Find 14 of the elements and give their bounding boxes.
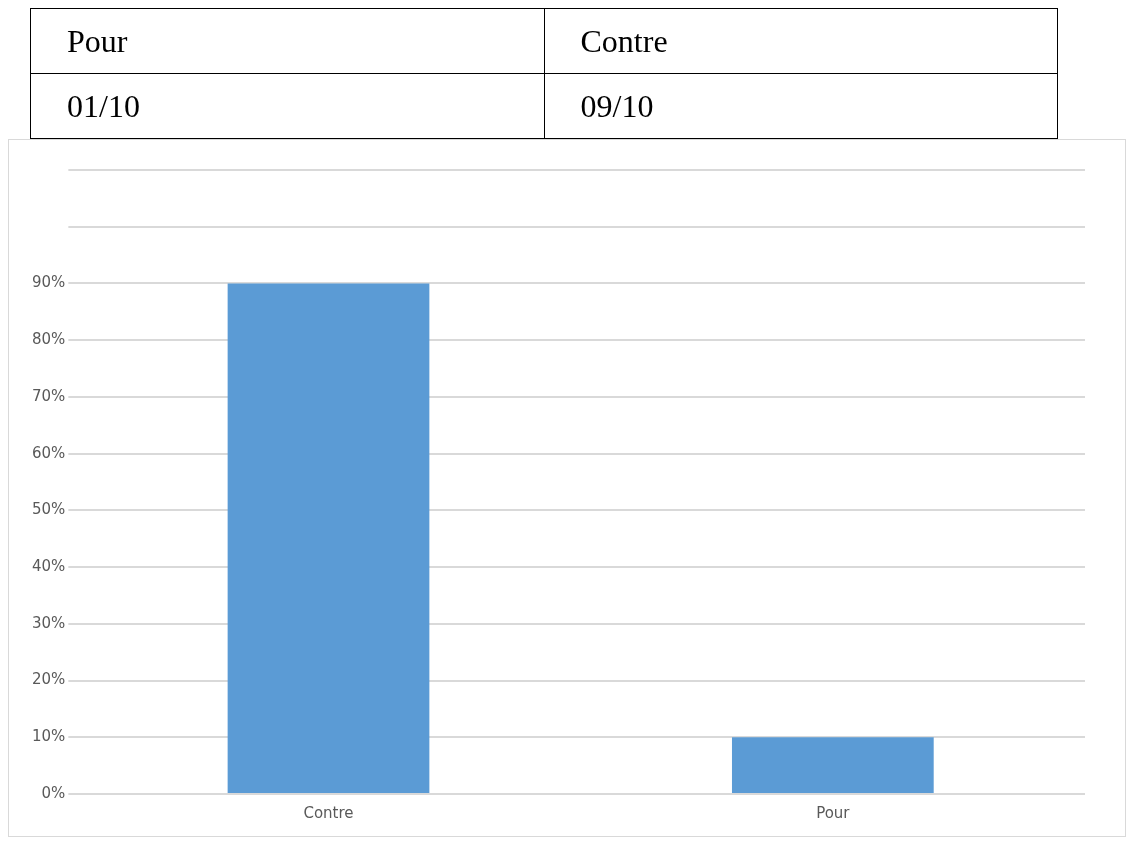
y-tick-label: 50% xyxy=(32,500,66,519)
y-tick-label: 70% xyxy=(32,386,66,405)
text: Pour xyxy=(30,8,544,74)
y-tick-label: 20% xyxy=(32,670,66,689)
text: Contre xyxy=(544,8,1058,74)
y-tick-label: 90% xyxy=(32,273,66,292)
y-tick-label: 0% xyxy=(41,783,66,802)
y-tick-label: 40% xyxy=(32,556,66,575)
y-tick-label: 80% xyxy=(32,330,66,349)
text: 09/10 xyxy=(544,73,1058,139)
y-tick-label: 60% xyxy=(32,443,66,462)
y-tick-label: 30% xyxy=(32,613,66,632)
text: 01/10 xyxy=(30,73,544,139)
y-tick-label: 10% xyxy=(32,727,66,746)
